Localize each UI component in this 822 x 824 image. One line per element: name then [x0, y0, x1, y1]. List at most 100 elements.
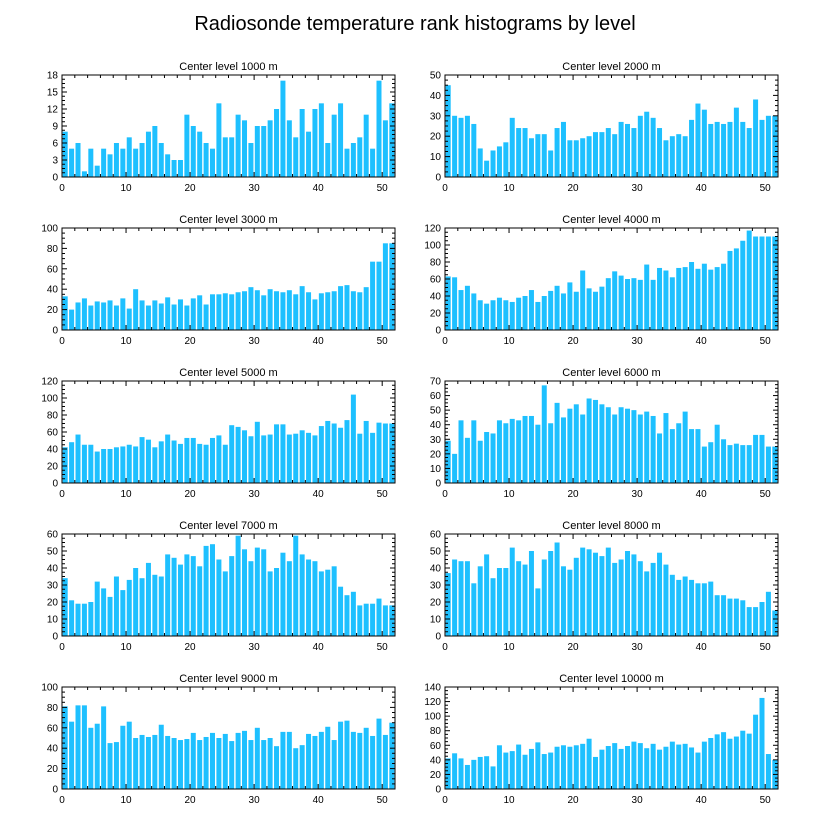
bar	[528, 551, 534, 636]
bar	[222, 293, 228, 330]
bar	[516, 128, 522, 177]
bar	[81, 298, 87, 330]
bar	[209, 294, 215, 330]
bar	[254, 727, 260, 789]
bar	[452, 115, 458, 177]
bar	[445, 276, 451, 330]
y-tick-label: 40	[47, 744, 59, 755]
bar	[599, 132, 605, 177]
bar	[389, 605, 395, 636]
bar	[158, 724, 164, 789]
y-tick-label: 70	[430, 377, 442, 388]
x-tick-label: 0	[59, 795, 65, 806]
bar	[727, 445, 733, 483]
bar	[567, 569, 573, 636]
bar	[171, 557, 177, 636]
bar	[222, 571, 228, 636]
bar	[229, 425, 235, 483]
bar	[625, 551, 631, 636]
bar	[235, 114, 241, 177]
bar	[69, 148, 75, 177]
bar	[344, 285, 350, 330]
y-tick-label: 3	[52, 156, 58, 167]
y-tick-label: 60	[430, 530, 442, 541]
bar	[94, 451, 100, 483]
bar	[682, 743, 688, 789]
bar	[344, 595, 350, 636]
bar	[695, 752, 701, 789]
bar	[165, 154, 171, 177]
bar	[344, 148, 350, 177]
bar	[62, 706, 68, 789]
y-tick-label: 40	[430, 755, 442, 766]
y-tick-label: 100	[424, 712, 441, 723]
bar	[357, 732, 363, 789]
y-tick-label: 60	[430, 741, 442, 752]
y-tick-label: 30	[47, 581, 59, 592]
y-tick-label: 80	[430, 726, 442, 737]
panel-title: Center level 5000 m	[179, 367, 277, 379]
panel-title: Center level 9000 m	[179, 673, 277, 685]
bar	[733, 443, 739, 483]
bar	[516, 297, 522, 330]
x-tick-label: 30	[249, 642, 261, 653]
bar	[376, 718, 382, 789]
bar	[484, 160, 490, 177]
bar	[528, 748, 534, 789]
panel-7: Center level 7000 m 0 10 20 30 40 50 0 10 20 30 40 5…	[47, 520, 396, 653]
bar	[496, 297, 502, 330]
bar	[464, 115, 470, 177]
y-tick-label: 0	[435, 173, 441, 184]
bar	[714, 424, 720, 483]
bar	[177, 740, 183, 789]
bar	[657, 267, 663, 330]
bar	[94, 301, 100, 330]
y-tick-label: 20	[430, 598, 442, 609]
bar	[765, 115, 771, 177]
bar	[592, 756, 598, 789]
bar	[190, 126, 196, 177]
y-tick-label: 40	[430, 91, 442, 102]
panel-1: Center level 1000 m 0 10 20 30 40 50 0 3 6 9 12 15 18	[47, 61, 396, 194]
bar	[471, 759, 477, 789]
x-tick-label: 20	[568, 183, 580, 194]
bar	[708, 738, 714, 789]
bar	[477, 756, 483, 789]
bar	[242, 291, 248, 330]
x-tick-label: 0	[442, 642, 448, 653]
bar	[280, 552, 286, 636]
bar	[370, 603, 376, 636]
bar	[740, 730, 746, 789]
bar	[746, 733, 752, 789]
bar	[657, 749, 663, 789]
x-tick-label: 0	[442, 489, 448, 500]
x-tick-label: 30	[249, 336, 261, 347]
bar	[528, 290, 534, 330]
bar	[350, 731, 356, 789]
bar	[177, 299, 183, 330]
bar	[267, 738, 273, 789]
bar	[592, 399, 598, 483]
bar	[331, 740, 337, 789]
bar	[306, 432, 312, 483]
bar	[62, 131, 68, 177]
bar	[605, 746, 611, 789]
bar	[261, 295, 267, 330]
bar	[113, 143, 119, 177]
bar	[554, 128, 560, 177]
y-tick-label: 140	[424, 683, 441, 694]
bar	[88, 444, 94, 483]
bar	[81, 444, 87, 483]
bar	[197, 740, 203, 789]
bar	[190, 298, 196, 330]
bar	[676, 267, 682, 330]
bar	[126, 721, 132, 789]
bar	[331, 291, 337, 330]
bar	[650, 279, 656, 330]
bar	[586, 398, 592, 483]
bar	[567, 140, 573, 177]
bar	[306, 559, 312, 636]
bar	[445, 440, 451, 483]
panel-title: Center level 10000 m	[559, 673, 664, 685]
bar	[522, 415, 528, 483]
